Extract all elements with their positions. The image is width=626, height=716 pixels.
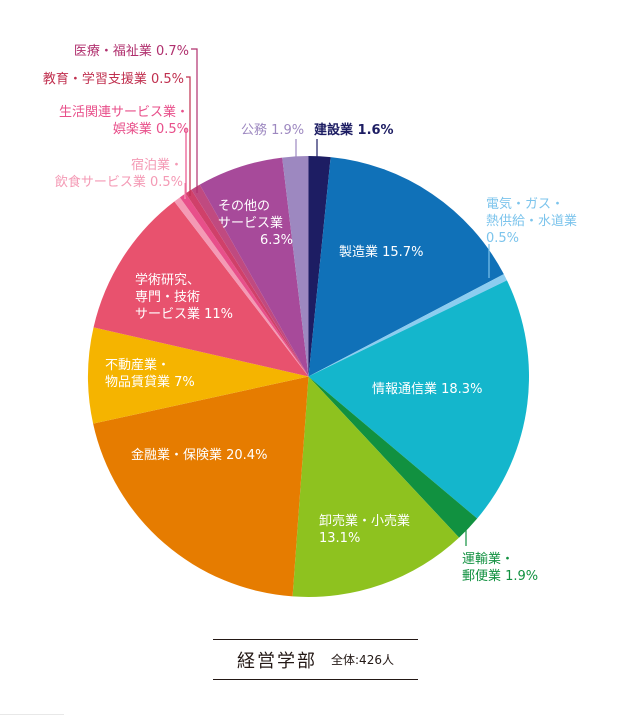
pie-slice bbox=[308, 157, 504, 377]
slice-label-line: 情報通信業 18.3% bbox=[372, 382, 483, 397]
pie-slice bbox=[308, 376, 478, 538]
pie-slice bbox=[93, 376, 309, 597]
slice-label-line: 医療・福祉業 0.7% bbox=[73, 44, 189, 59]
slice-label: 建設業 1.6% bbox=[314, 122, 394, 139]
slice-label-line: 生活関連サービス業・ bbox=[58, 105, 189, 120]
slice-label-line: 金融業・保険業 20.4% bbox=[131, 448, 268, 463]
pie-slice bbox=[191, 184, 309, 377]
slice-label-line: 飲食サービス業 0.5% bbox=[54, 175, 183, 190]
pie-slice bbox=[199, 157, 309, 377]
pie-slice bbox=[282, 155, 309, 377]
slice-label: 生活関連サービス業・娯楽業 0.5% bbox=[59, 104, 189, 138]
slice-label-line: 運輸業・ bbox=[462, 552, 515, 567]
chart-caption: 経営学部 全体:426人 bbox=[213, 639, 418, 680]
pie-slice bbox=[185, 189, 309, 377]
slice-label-line: 教育・学習支援業 0.5% bbox=[42, 72, 184, 87]
pie-slice bbox=[88, 327, 309, 424]
slice-label: 教育・学習支援業 0.5% bbox=[43, 71, 184, 88]
leader-line bbox=[191, 48, 198, 193]
slice-label-line: その他の bbox=[218, 199, 271, 214]
pie-slice bbox=[308, 156, 331, 377]
slice-label-line: サービス業 bbox=[218, 216, 284, 231]
slice-label: その他のサービス業 6.3% bbox=[218, 198, 293, 249]
pie-slice bbox=[292, 376, 460, 597]
slice-label: 宿泊業・飲食サービス業 0.5% bbox=[55, 157, 183, 191]
pie-slice bbox=[174, 197, 309, 377]
slice-label-line: サービス業 11% bbox=[135, 307, 234, 322]
slice-label: 卸売業・小売業 13.1% bbox=[319, 513, 410, 547]
slice-label-line: 娯楽業 0.5% bbox=[112, 122, 189, 137]
leader-line bbox=[186, 76, 191, 196]
slice-label-line: 電気・ガス・ bbox=[486, 197, 565, 212]
pie-slice bbox=[308, 280, 530, 519]
slice-label-line: 熱供給・水道業 bbox=[486, 214, 578, 229]
slice-label: 製造業 15.7% bbox=[339, 244, 423, 261]
slice-label-line: 建設業 1.6% bbox=[314, 123, 394, 138]
slice-label: 学術研究、専門・技術サービス業 11% bbox=[135, 272, 233, 323]
slice-label-line: 0.5% bbox=[486, 231, 520, 246]
slice-label-line: 郵便業 1.9% bbox=[462, 569, 539, 584]
slice-label: 医療・福祉業 0.7% bbox=[74, 43, 189, 60]
pie-slice bbox=[93, 201, 309, 377]
slice-label: 運輸業・郵便業 1.9% bbox=[462, 551, 538, 585]
slice-label-line: 6.3% bbox=[260, 233, 294, 248]
chart-title: 経営学部 bbox=[237, 650, 318, 672]
pie-slice bbox=[308, 274, 507, 377]
pie-slice bbox=[179, 193, 309, 377]
slice-label-line: 卸売業・小売業 bbox=[319, 514, 411, 529]
slice-label: 公務 1.9% bbox=[241, 122, 304, 139]
slice-label: 不動産業・物品賃貸業 7% bbox=[105, 357, 195, 391]
slice-label-line: 13.1% bbox=[319, 531, 361, 546]
slice-label: 情報通信業 18.3% bbox=[372, 381, 482, 398]
slice-label-line: 専門・技術 bbox=[135, 290, 201, 305]
divider bbox=[0, 714, 64, 715]
slice-label-line: 製造業 15.7% bbox=[339, 245, 424, 260]
chart-total: 全体:426人 bbox=[331, 653, 394, 667]
slice-label-line: 物品賃貸業 7% bbox=[105, 375, 195, 390]
slice-label-line: 不動産業・ bbox=[105, 358, 171, 373]
slice-label: 金融業・保険業 20.4% bbox=[131, 447, 267, 464]
slice-label-line: 公務 1.9% bbox=[241, 123, 305, 138]
slice-label-line: 学術研究、 bbox=[135, 273, 201, 288]
slice-label: 電気・ガス・ 熱供給・水道業 0.5% bbox=[486, 196, 577, 247]
slice-label-line: 宿泊業・ bbox=[130, 158, 183, 173]
